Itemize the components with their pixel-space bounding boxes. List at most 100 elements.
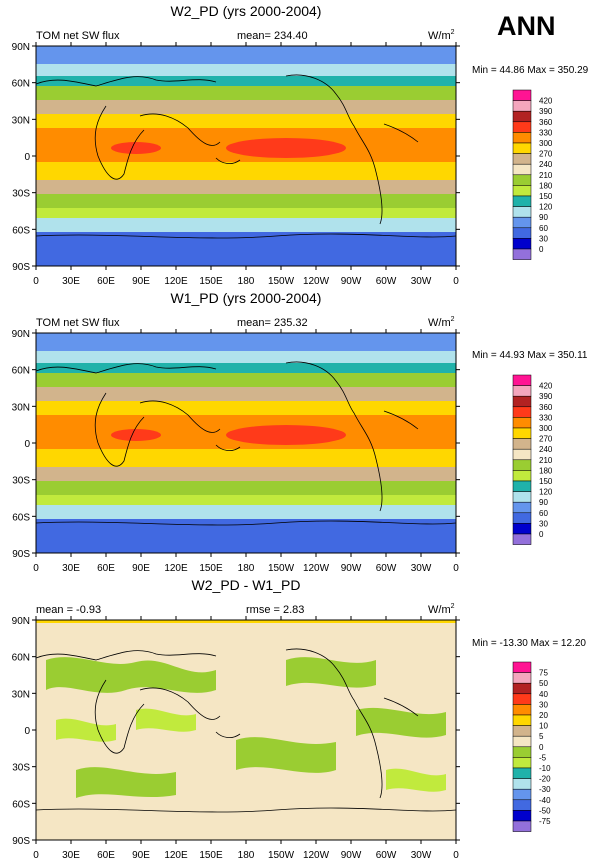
lon-label: 0 (453, 850, 459, 860)
colorbar-label: 0 (539, 245, 544, 254)
lat-label: 0 (24, 439, 30, 450)
lon-label: 0 (33, 850, 39, 860)
lon-label: 180 (238, 850, 255, 860)
lat-label: 30S (12, 189, 30, 200)
panel-minmax: Min = 44.93 Max = 350.11 (472, 350, 588, 361)
lat-label: 90N (12, 329, 30, 340)
lon-label: 30E (62, 276, 80, 287)
colorbar-label: 5 (539, 732, 544, 741)
colorbar-swatch (512, 248, 532, 260)
zone-subpolar-north (36, 64, 456, 76)
colorbar-label: -30 (539, 785, 551, 794)
colorbar-label: 30 (539, 519, 548, 528)
indian-max (111, 429, 161, 441)
lon-label: 120E (164, 563, 188, 574)
colorbar-label: 330 (539, 413, 553, 422)
colorbar-swatch (512, 778, 532, 790)
lon-label: 0 (453, 276, 459, 287)
lat-label: 90S (12, 262, 30, 273)
colorbar-label: 150 (539, 192, 553, 201)
zone-storm-north (36, 86, 456, 100)
colorbar-label: 0 (539, 530, 544, 539)
zone-midlat-north (36, 76, 456, 86)
colorbar-label: 390 (539, 392, 553, 401)
colorbar-label: 360 (539, 118, 553, 127)
colorbar-swatch (512, 100, 532, 112)
pacific-max (226, 425, 346, 445)
pacific-max (226, 138, 346, 158)
panel-units: W/m2 (428, 29, 455, 42)
colorbar-swatch (512, 132, 532, 144)
colorbar-swatch (512, 512, 532, 524)
colorbar-label: 210 (539, 171, 553, 180)
lat-label: 90N (12, 42, 30, 53)
colorbar-label: -5 (539, 753, 547, 762)
lon-label: 150W (268, 563, 295, 574)
panel-units: W/m2 (428, 603, 455, 616)
zone-subtropic-south (36, 180, 456, 194)
lon-label: 90W (341, 850, 362, 860)
colorbar-label: 300 (539, 424, 553, 433)
panel-mean-label: mean= 235.32 (237, 317, 308, 329)
season-label: ANN (497, 11, 556, 41)
lon-label: 0 (453, 563, 459, 574)
colorbar-swatch (512, 395, 532, 408)
map-area: 90N 60N 30N 0 30S 60S 90S 0 30E 60E 90E 120E 150E 18… (12, 42, 460, 287)
zone-tropic-north (36, 401, 456, 415)
colorbar-swatch (512, 746, 532, 758)
colorbar-swatch (512, 799, 532, 811)
lat-ticks: 90N 60N 30N 0 30S 60S 90S (12, 616, 460, 847)
panel-w1: W1_PD (yrs 2000-2004) TOM net SW flux me… (12, 290, 588, 574)
colorbar-swatch (512, 227, 532, 239)
colorbar-swatch (512, 417, 532, 429)
lon-ticks: 0 30E 60E 90E 120E 150E 180 150W 120W 90W 60W 30W 0 (33, 42, 459, 287)
lon-label: 90E (132, 850, 150, 860)
colorbar-label: 210 (539, 456, 553, 465)
zone-antarctic (36, 232, 456, 266)
lon-label: 90E (132, 563, 150, 574)
lat-label: 60N (12, 366, 30, 377)
colorbar-label: 150 (539, 477, 553, 486)
lat-label: 30S (12, 476, 30, 487)
lat-label: 90N (12, 616, 30, 627)
panel-diff: W2_PD - W1_PD mean = -0.93 rmse = 2.83 W… (12, 577, 587, 861)
colorbar-swatch (512, 406, 532, 418)
zone-tropic-south (36, 449, 456, 467)
colorbar-swatch (512, 725, 532, 737)
lon-label: 120W (303, 850, 330, 860)
lon-label: 150E (199, 276, 223, 287)
zone-subpolar-north (36, 351, 456, 363)
colorbar-label: 360 (539, 403, 553, 412)
colorbar-swatch (512, 110, 532, 123)
colorbar-label: 40 (539, 690, 548, 699)
lon-label: 120E (164, 850, 188, 860)
colorbar-label: 75 (539, 669, 548, 678)
zone-midlat-north (36, 363, 456, 373)
lon-label: 150W (268, 276, 295, 287)
zone-midlat-south (36, 495, 456, 505)
zone-storm-south (36, 481, 456, 495)
colorbar-swatch (512, 523, 532, 535)
colorbar-swatch (512, 195, 532, 207)
lat-label: 60S (12, 225, 30, 236)
lon-label: 180 (238, 563, 255, 574)
colorbar-label: 90 (539, 213, 548, 222)
colorbar-label: 0 (539, 743, 544, 752)
colorbar-swatch (512, 448, 532, 461)
colorbar-swatch (512, 238, 532, 250)
colorbar-swatch (512, 682, 532, 695)
colorbar-swatch (512, 480, 532, 492)
colorbar-label: 60 (539, 509, 548, 518)
panel-left-label: TOM net SW flux (36, 30, 120, 42)
lon-label: 90W (341, 276, 362, 287)
zone-subpolar-south (36, 218, 456, 232)
zone-storm-south (36, 194, 456, 208)
colorbar-label: -50 (539, 806, 551, 815)
colorbar-label: 10 (539, 722, 548, 731)
zone-subtropic-south (36, 467, 456, 481)
colorbar-swatch (512, 142, 532, 154)
lat-ticks: 90N 60N 30N 0 30S 60S 90S (12, 329, 460, 560)
